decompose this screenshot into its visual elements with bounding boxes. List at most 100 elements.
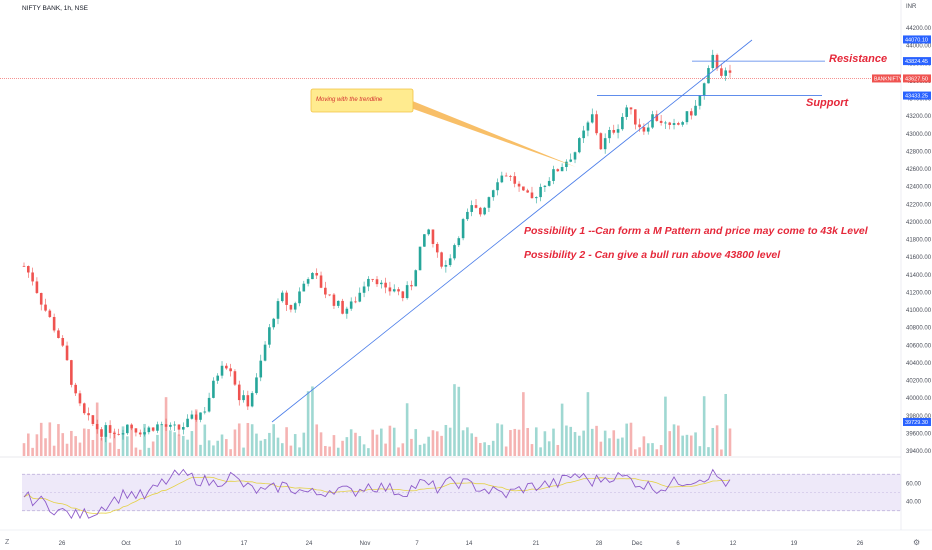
- volume-bar: [612, 430, 616, 456]
- time-tick-label: 17: [241, 541, 248, 547]
- candle-body: [216, 375, 220, 381]
- symbol-badge-label: BANKNIFTY: [874, 76, 903, 82]
- candle-body: [302, 283, 306, 292]
- volume-bar: [500, 424, 504, 456]
- trendline[interactable]: [271, 39, 753, 423]
- candle-body: [57, 330, 60, 339]
- volume-bar: [586, 392, 590, 456]
- volume-bar: [341, 440, 344, 456]
- rsi-line: [23, 468, 731, 520]
- time-axis[interactable]: 26 Oct 10 17 24 Nov 7 14 21 28 Dec 6 12 19 26: [59, 541, 864, 547]
- volume-bar: [173, 432, 176, 456]
- candle-body: [380, 282, 383, 285]
- time-tick-label: 21: [533, 541, 540, 547]
- candle-body: [440, 252, 443, 267]
- volume-bar: [578, 435, 581, 456]
- timezone-icon[interactable]: Z: [5, 539, 10, 546]
- volume-bar: [440, 435, 443, 456]
- candle-body: [354, 301, 357, 303]
- price-tick-label: 41000.00: [906, 308, 932, 314]
- callout-pointer: [405, 98, 576, 167]
- volume-bar: [199, 444, 202, 456]
- candle-body: [87, 413, 90, 416]
- rsi-axis[interactable]: 60.00 40.00: [906, 481, 922, 505]
- time-tick-label: 19: [791, 541, 798, 547]
- candle-body: [237, 384, 241, 401]
- candle-body: [517, 183, 521, 187]
- price-tick-label: 41200.00: [906, 290, 932, 296]
- candle-body: [582, 130, 585, 139]
- volume-bar: [268, 432, 271, 456]
- candle-body: [685, 111, 689, 123]
- candle-body: [496, 182, 499, 191]
- time-tick-label: 6: [676, 541, 680, 547]
- candle-body: [651, 114, 654, 128]
- price-tick-label: 42600.00: [906, 167, 932, 173]
- volume-bar: [479, 442, 482, 456]
- candle-body: [74, 384, 77, 394]
- candle-body: [487, 197, 491, 208]
- time-tick-label: 28: [596, 541, 603, 547]
- volume-bar: [22, 443, 26, 456]
- candle-body: [336, 300, 340, 306]
- rsi-tick-label: 40.00: [906, 500, 922, 506]
- volume-bar: [621, 437, 624, 456]
- volume-bar: [427, 436, 430, 456]
- price-pane[interactable]: [22, 49, 732, 456]
- volume-bar: [483, 442, 486, 456]
- volume-bar: [414, 429, 418, 456]
- possibility-2-text: Possibility 2 - Can give a bull run abov…: [524, 249, 781, 261]
- candle-body: [190, 414, 194, 419]
- volume-bar: [315, 424, 319, 456]
- volume-bar: [711, 427, 715, 456]
- candle-body: [659, 120, 663, 123]
- candle-body: [220, 365, 224, 376]
- callout-box[interactable]: [310, 88, 414, 113]
- candle-body: [474, 205, 478, 208]
- volume-bar: [108, 442, 112, 456]
- volume-bar: [625, 423, 628, 456]
- volume-bar: [565, 425, 568, 456]
- candle-body: [117, 433, 121, 435]
- candle-body: [724, 70, 727, 76]
- price-badge-label: 44070.10: [905, 37, 928, 43]
- candle-body: [418, 246, 422, 271]
- volume-bar: [509, 430, 512, 456]
- price-tick-label: 40400.00: [906, 361, 932, 367]
- candle-body: [345, 308, 349, 314]
- volume-bar: [250, 424, 254, 456]
- volume-bar: [113, 431, 116, 456]
- candle-body: [242, 395, 245, 401]
- candle-body: [569, 159, 573, 162]
- volume-bar: [39, 422, 43, 456]
- volume-bar: [380, 428, 383, 456]
- candle-body: [194, 414, 198, 420]
- candle-body: [638, 124, 641, 128]
- volume-bar: [444, 424, 448, 456]
- candle-body: [100, 429, 103, 437]
- time-tick-label: Nov: [360, 541, 371, 547]
- time-tick-label: 26: [857, 541, 864, 547]
- candle-body: [332, 294, 336, 306]
- candle-body: [177, 424, 181, 430]
- volume-bar: [160, 424, 164, 456]
- volume-bar: [595, 425, 598, 456]
- candle-body: [181, 427, 185, 430]
- candle-body: [388, 287, 392, 292]
- volume-bar: [453, 384, 456, 456]
- candle-body: [448, 258, 452, 266]
- volume-bar: [539, 447, 542, 456]
- volume-bar: [375, 434, 379, 456]
- candle-body: [95, 423, 99, 430]
- volume-bar: [190, 431, 194, 456]
- candle-body: [509, 176, 512, 177]
- volume-bar: [104, 433, 108, 456]
- volume-bar: [65, 443, 69, 456]
- candle-body: [565, 161, 568, 168]
- volume-bar: [534, 427, 538, 456]
- settings-gear-icon[interactable]: ⚙: [913, 538, 920, 547]
- candle-body: [199, 412, 202, 420]
- volume-bar: [418, 444, 422, 456]
- volume-bar: [31, 447, 34, 456]
